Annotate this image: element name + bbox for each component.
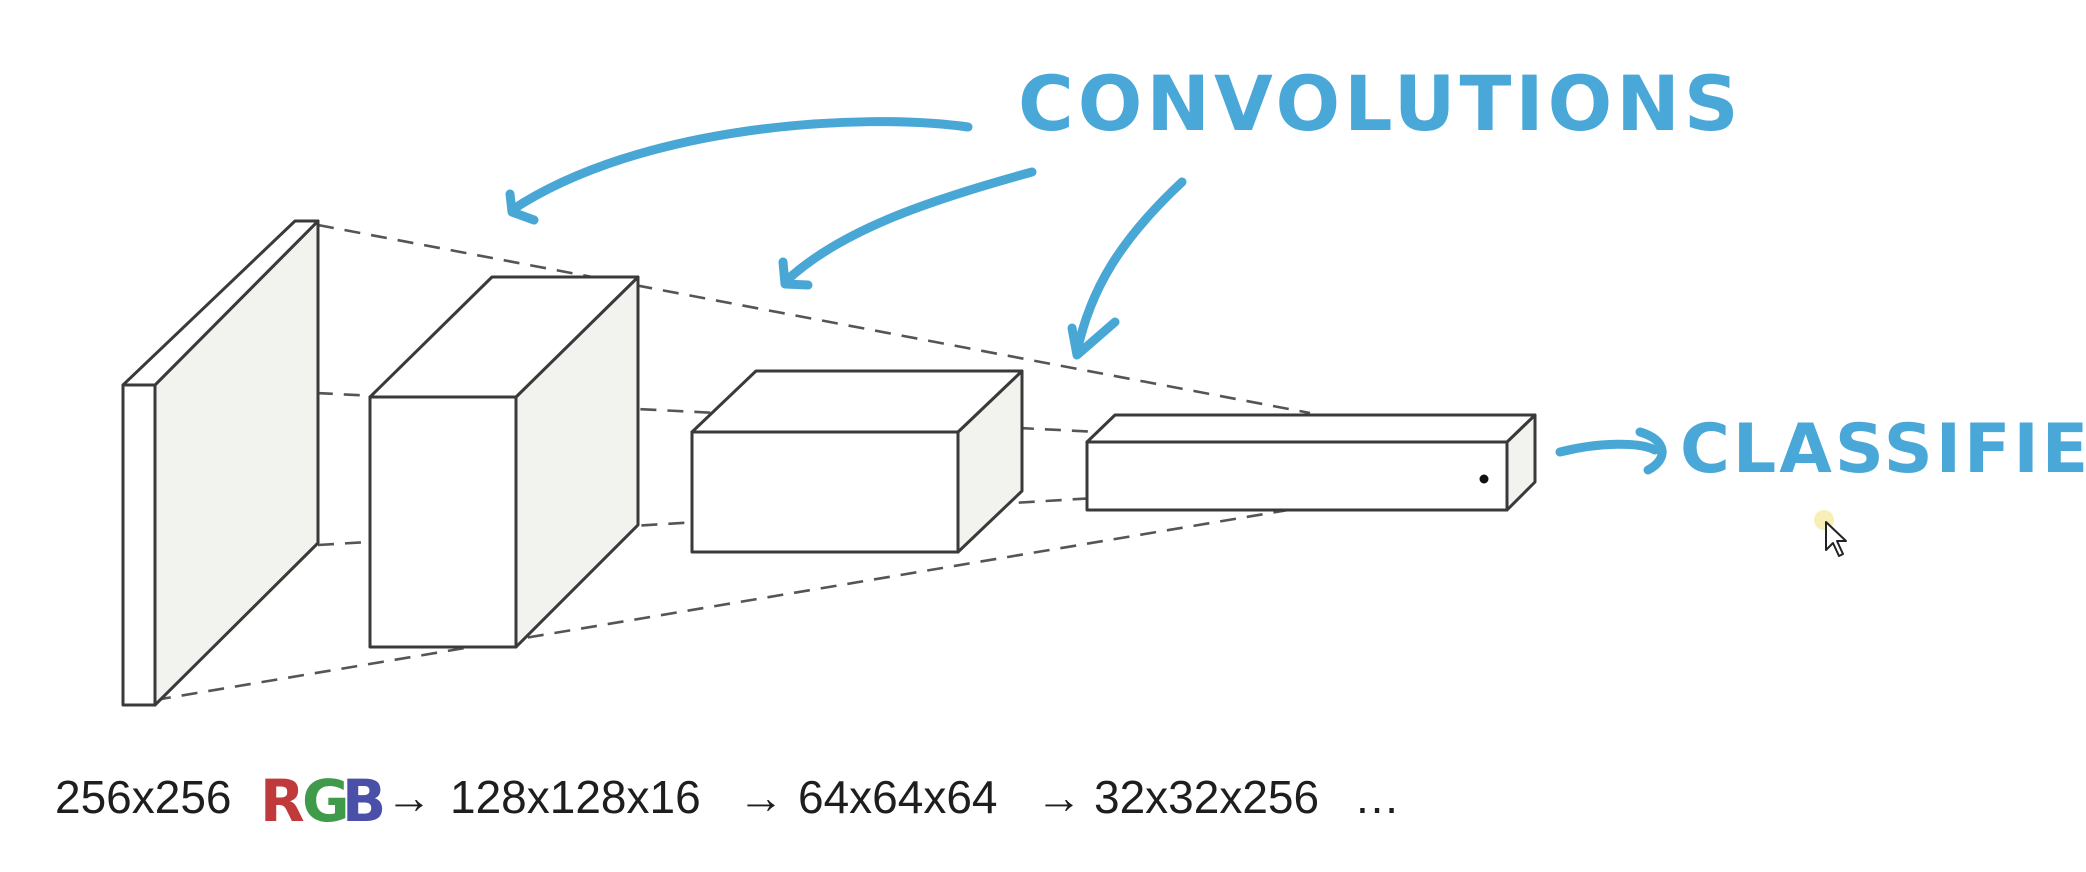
- arrow-icon: →: [386, 771, 432, 823]
- projection-line: [154, 506, 1301, 702]
- rgb-g-letter: G: [302, 767, 350, 835]
- arrowhead-icon: [505, 189, 539, 225]
- arrowhead-icon: [778, 257, 813, 290]
- conv-layer-3-box: [1085, 413, 1537, 512]
- input-layer-slab: [121, 219, 320, 707]
- projection-line: [317, 223, 1311, 415]
- input-shape-label: 256x256: [55, 771, 232, 823]
- dot-marker: [1479, 474, 1489, 484]
- layer-2-shape-label: 64x64x64: [798, 771, 998, 823]
- arrow-icon: →: [1036, 771, 1082, 823]
- classifier-label: CLASSIFIER: [1680, 410, 2086, 489]
- rgb-r-letter: R: [260, 767, 305, 835]
- layer-1-shape-label: 128x128x16: [450, 771, 701, 823]
- arrow-to-layer-3: [1072, 177, 1187, 357]
- conv-layer-1-box: [368, 275, 640, 649]
- slab-front-face: [121, 383, 157, 707]
- convolution-arrows: [505, 117, 1667, 475]
- mouse-cursor-icon: [1814, 510, 1847, 557]
- arrow-icon: →: [738, 771, 784, 823]
- arrowhead-icon: [1635, 427, 1667, 475]
- arrow-to-classifier: [1555, 439, 1660, 457]
- box-front-face: [1085, 440, 1509, 512]
- convolutions-label: CONVOLUTIONS: [1018, 59, 1743, 148]
- tensor-shape-caption: 256x256 R G B → 128x128x16 → 64x64x64 → …: [55, 767, 1400, 835]
- conv-layer-2-box: [690, 369, 1024, 554]
- rgb-b-letter: B: [342, 767, 386, 835]
- box-front-face: [690, 430, 960, 554]
- arrow-to-layer-2: [780, 167, 1037, 287]
- ellipsis: …: [1354, 771, 1400, 823]
- layer-3-shape-label: 32x32x256: [1094, 771, 1319, 823]
- arrowhead-icon: [1067, 317, 1120, 360]
- arrow-to-layer-1: [507, 117, 973, 215]
- box-front-face: [368, 395, 518, 649]
- box-top-face: [1085, 413, 1537, 444]
